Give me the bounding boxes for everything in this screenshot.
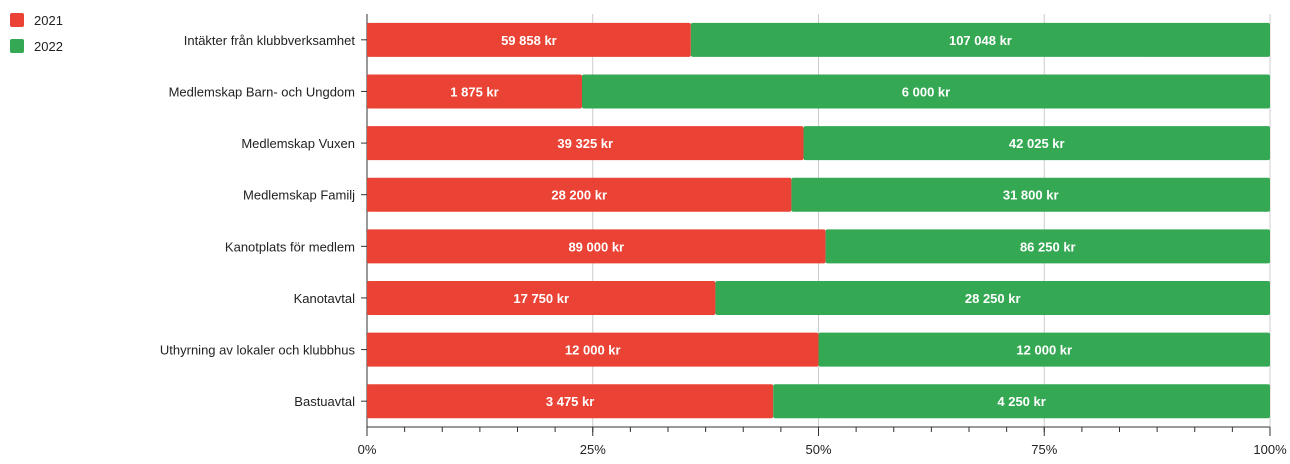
x-tick-label: 75% [1031,442,1057,457]
bar-value-label: 39 325 kr [557,136,613,151]
legend: 2021 2022 [10,10,63,62]
bar-value-label: 28 200 kr [551,188,607,203]
bar-value-label: 17 750 kr [513,291,569,306]
category-label: Uthyrning av lokaler och klubbhus [160,343,356,358]
bar-value-label: 31 800 kr [1003,188,1059,203]
bar-value-label: 1 875 kr [450,84,498,99]
bar-value-label: 4 250 kr [997,394,1045,409]
x-tick-label: 100% [1253,442,1287,457]
bar-2022-6[interactable] [715,280,1270,315]
bar-2022-5[interactable] [825,229,1270,264]
x-tick-label: 25% [580,442,606,457]
legend-label-2021: 2021 [34,12,63,28]
bar-2021-5[interactable] [367,229,826,264]
bar-value-label: 6 000 kr [902,84,950,99]
bar-value-label: 59 858 kr [501,33,557,48]
bar-value-label: 12 000 kr [565,343,621,358]
category-label: Bastuavtal [294,394,355,409]
bar-2021-8[interactable] [367,384,774,419]
bar-value-label: 28 250 kr [965,291,1021,306]
bar-2022-1[interactable] [690,22,1270,57]
bar-value-label: 89 000 kr [568,239,624,254]
legend-swatch-2022 [10,39,24,53]
legend-swatch-2021 [10,13,24,27]
category-label: Kanotplats för medlem [225,239,355,254]
x-tick-label: 50% [805,442,831,457]
bar-value-label: 42 025 kr [1009,136,1065,151]
bar-value-label: 107 048 kr [949,33,1012,48]
legend-item-2021[interactable]: 2021 [10,10,63,30]
legend-label-2022: 2022 [34,38,63,54]
bar-value-label: 12 000 kr [1016,343,1072,358]
bar-2021-1[interactable] [367,22,691,57]
bar-2021-6[interactable] [367,280,716,315]
x-tick-label: 0% [358,442,377,457]
bar-2021-4[interactable] [367,177,792,212]
category-label: Medlemskap Barn- och Ungdom [169,84,355,99]
category-label: Medlemskap Familj [243,188,355,203]
category-label: Medlemskap Vuxen [241,136,355,151]
bar-2021-3[interactable] [367,126,804,161]
category-label: Kanotavtal [294,291,356,306]
bar-2022-4[interactable] [791,177,1270,212]
category-label: Intäkter från klubbverksamhet [184,33,356,48]
bar-value-label: 86 250 kr [1020,239,1076,254]
bar-value-label: 3 475 kr [546,394,594,409]
bar-2022-3[interactable] [803,126,1270,161]
bar-2021-2[interactable] [367,74,582,109]
bar-2022-7[interactable] [818,332,1271,367]
bar-2022-8[interactable] [773,384,1270,419]
bar-2021-7[interactable] [367,332,819,367]
legend-item-2022[interactable]: 2022 [10,36,63,56]
bar-2022-2[interactable] [582,74,1270,109]
